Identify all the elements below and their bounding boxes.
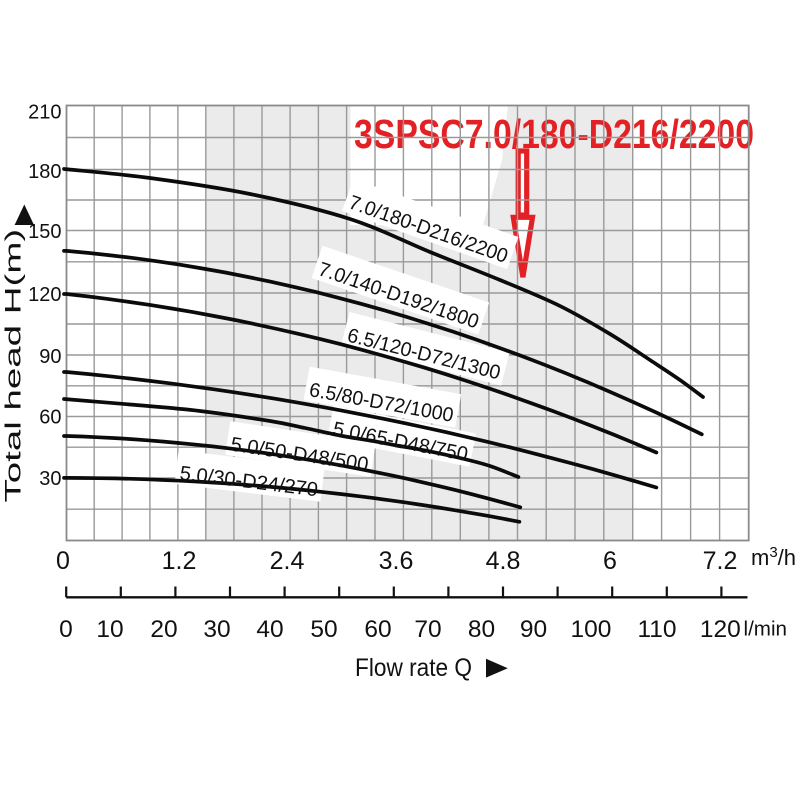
svg-text:6: 6 — [603, 547, 617, 575]
svg-text:50: 50 — [310, 616, 337, 643]
svg-text:210: 210 — [28, 102, 61, 124]
svg-text:30: 30 — [39, 468, 61, 490]
svg-text:60: 60 — [364, 616, 391, 643]
svg-text:90: 90 — [39, 346, 61, 368]
svg-text:l/min: l/min — [744, 617, 788, 640]
svg-text:2.4: 2.4 — [270, 547, 305, 575]
svg-text:70: 70 — [414, 616, 441, 643]
svg-text:180: 180 — [28, 161, 61, 183]
svg-text:120: 120 — [700, 616, 741, 643]
svg-text:Flow rate Q: Flow rate Q — [355, 654, 472, 682]
svg-text:150: 150 — [28, 221, 61, 243]
svg-text:40: 40 — [256, 616, 283, 643]
svg-text:1.2: 1.2 — [162, 547, 197, 575]
svg-text:3SPSC7.0/180-D216/2200: 3SPSC7.0/180-D216/2200 — [354, 111, 754, 157]
svg-text:10: 10 — [96, 616, 123, 643]
svg-text:Total head H(m): Total head H(m) — [1, 229, 25, 503]
svg-text:7.2: 7.2 — [703, 547, 738, 575]
svg-text:0: 0 — [56, 547, 70, 575]
svg-text:80: 80 — [468, 616, 495, 643]
svg-text:20: 20 — [150, 616, 177, 643]
svg-text:110: 110 — [637, 616, 676, 643]
svg-text:60: 60 — [39, 407, 61, 429]
svg-text:30: 30 — [203, 616, 230, 643]
svg-text:0: 0 — [59, 616, 73, 643]
svg-text:3.6: 3.6 — [379, 547, 414, 575]
svg-text:90: 90 — [520, 616, 547, 643]
svg-text:120: 120 — [28, 284, 61, 306]
svg-text:4.8: 4.8 — [486, 547, 521, 575]
svg-text:100: 100 — [571, 616, 612, 643]
